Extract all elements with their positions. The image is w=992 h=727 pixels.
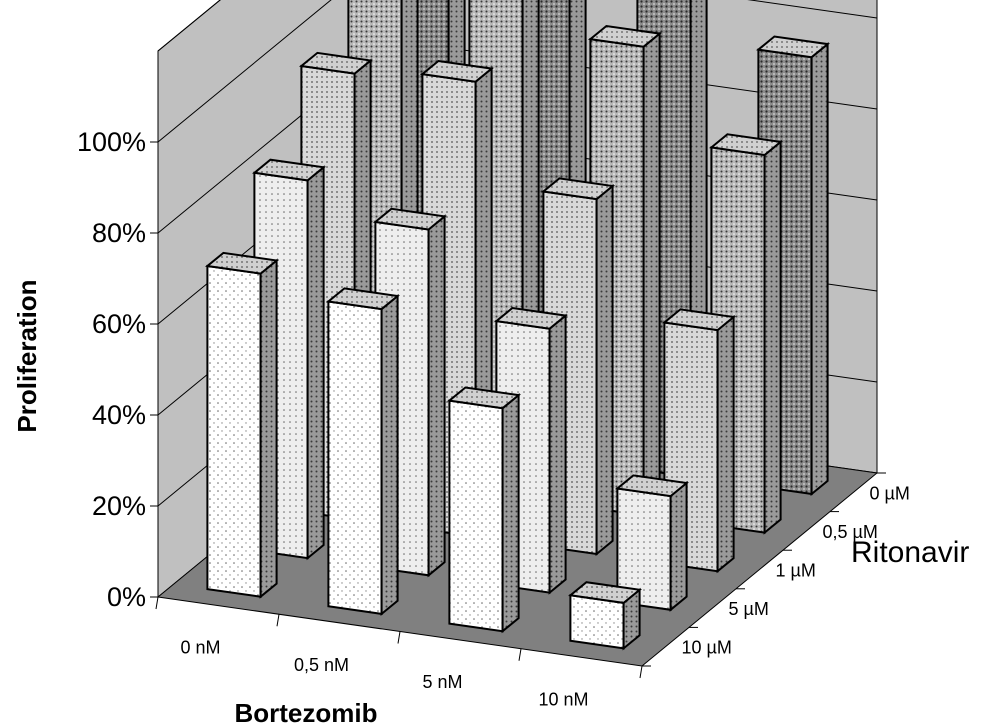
z-tick-label: 0 µM xyxy=(870,483,910,503)
bar-side-face xyxy=(548,313,567,595)
z-axis-label: Ritonavir xyxy=(851,536,969,569)
bars-layer xyxy=(205,0,830,651)
z-tick-label: 5 µM xyxy=(729,599,769,619)
bar-top-face xyxy=(568,581,642,604)
bar-front-face xyxy=(327,300,383,616)
bar-side-face xyxy=(501,392,520,634)
bar-top-face xyxy=(709,133,783,157)
bar-top-face xyxy=(447,386,521,410)
x-tick-label: 5 nM xyxy=(422,672,462,692)
bar-side-face xyxy=(306,165,325,561)
x-tick-label: 0,5 nM xyxy=(294,655,349,675)
bar xyxy=(447,386,521,634)
y-tick-label: 20% xyxy=(92,491,146,521)
y-tick-label: 0% xyxy=(107,582,146,612)
bar-side-face xyxy=(716,314,735,574)
bar-top-face xyxy=(205,251,279,275)
x-tick-mark xyxy=(155,596,159,610)
y-axis-label: Proliferation xyxy=(12,279,42,432)
x-tick-mark xyxy=(639,665,643,679)
bar-side-face xyxy=(259,258,278,599)
bar-top-face xyxy=(420,59,494,83)
bar xyxy=(205,251,279,599)
x-tick-mark xyxy=(518,648,522,661)
x-axis-label: Bortezomib xyxy=(235,698,378,727)
bar-top-face xyxy=(541,177,615,201)
bar-top-face xyxy=(252,158,326,182)
bar-side-face xyxy=(595,183,614,557)
bar-top-face xyxy=(662,308,736,332)
bar-side-face xyxy=(810,41,829,497)
bar-side-face xyxy=(427,214,446,578)
z-tick-label: 1 µM xyxy=(776,561,816,581)
bar-top-face xyxy=(756,35,830,59)
y-tick-label: 80% xyxy=(92,218,146,248)
bar-front-face xyxy=(569,594,625,650)
z-tick-label: 10 µM xyxy=(682,638,732,658)
x-tick-mark xyxy=(397,631,401,644)
bar-top-face xyxy=(373,207,447,231)
x-tick-label: 0 nM xyxy=(180,638,220,658)
x-tick-label: 10 nM xyxy=(538,689,588,709)
y-tick-label: 100% xyxy=(77,127,146,157)
bar-top-face xyxy=(588,24,662,48)
bar-top-face xyxy=(299,51,373,75)
bar-front-face xyxy=(206,264,262,598)
bar xyxy=(615,474,689,612)
bar-front-face xyxy=(448,399,504,633)
bar-side-face xyxy=(380,293,399,617)
axes-layer: 0% 20% 40% 60% 80% 100% 0 nM 0,5 nM 5 nM 10 nM 0 µ… xyxy=(77,51,910,709)
gridline xyxy=(157,0,878,143)
bar-side-face xyxy=(763,139,782,535)
bar-top-face xyxy=(615,474,689,498)
y-tick-label: 40% xyxy=(92,400,146,430)
bar-side-face xyxy=(669,480,688,612)
bar-top-face xyxy=(326,287,400,311)
bar xyxy=(326,287,400,617)
x-tick-mark xyxy=(276,614,280,627)
bar-top-face xyxy=(494,306,568,330)
bar-side-face xyxy=(642,31,661,518)
z-tick-label: 0,5 µM xyxy=(823,522,878,542)
bar xyxy=(568,581,642,651)
y-tick-label: 60% xyxy=(92,309,146,339)
